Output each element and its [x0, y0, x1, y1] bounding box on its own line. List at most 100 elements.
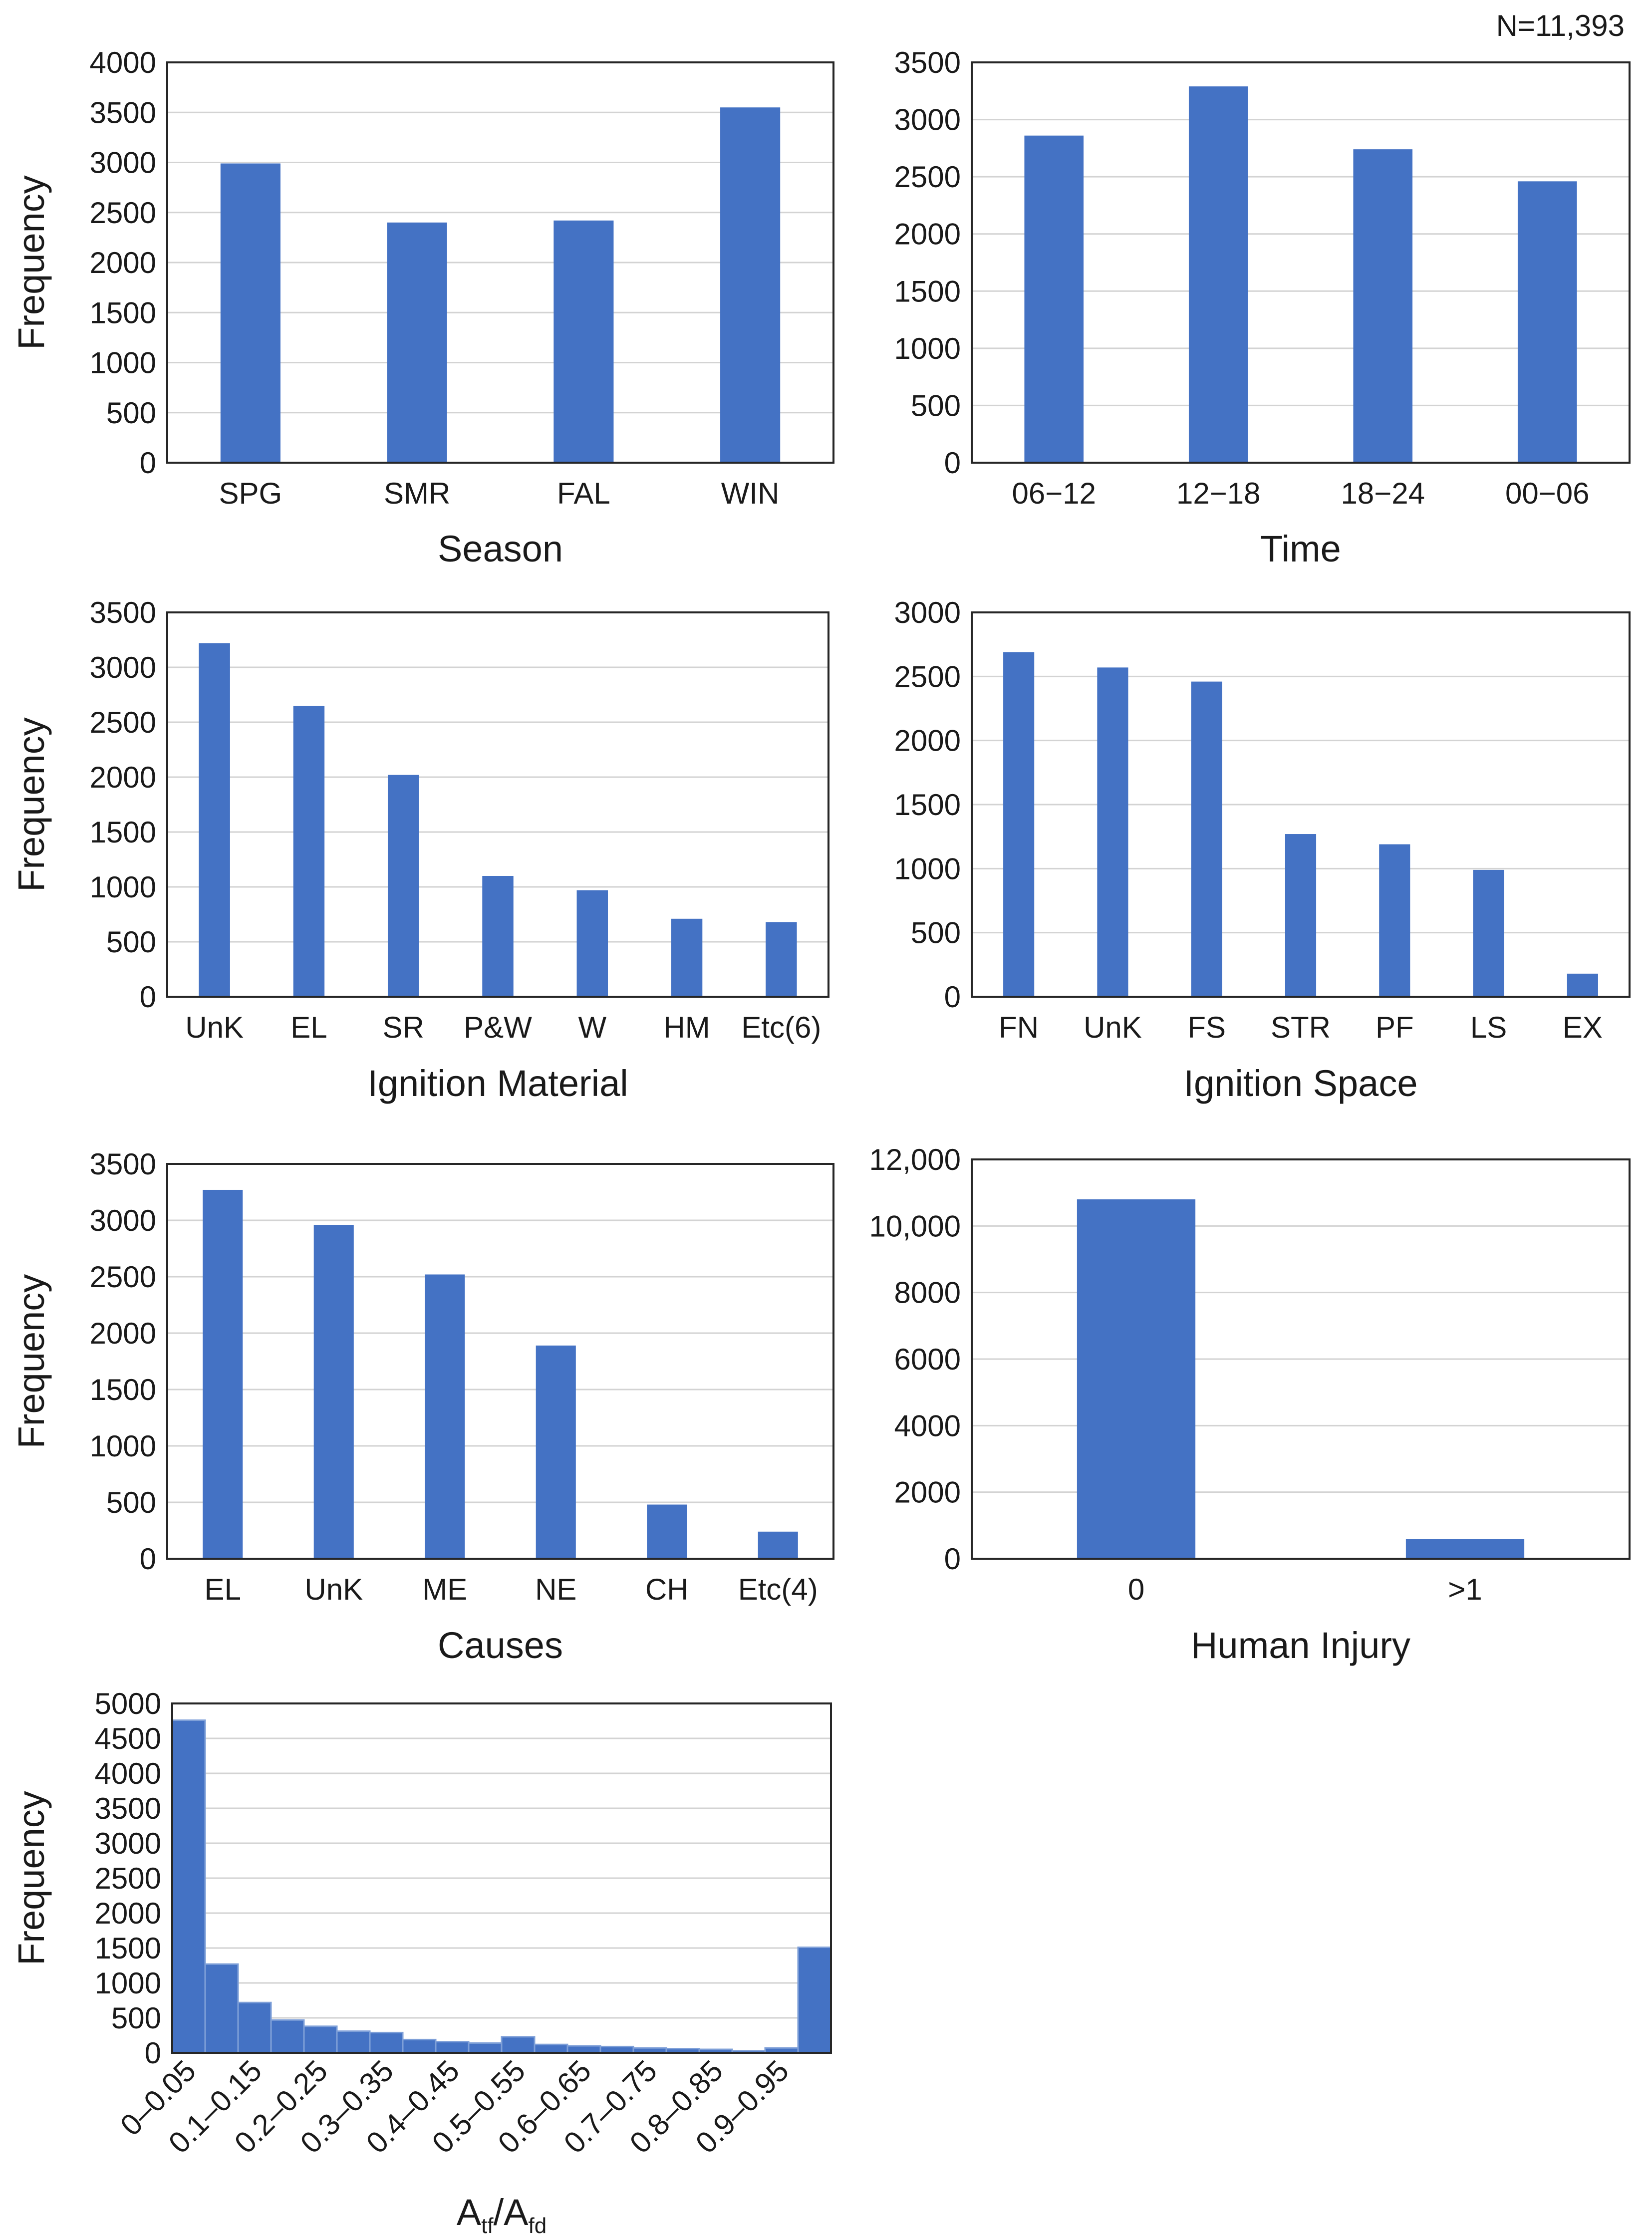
plot-frame	[166, 611, 829, 998]
plot-frame	[971, 1158, 1631, 1560]
y-tick-label: 1500	[90, 296, 156, 329]
y-tick-label: 1000	[95, 1966, 161, 2000]
bar	[171, 1719, 206, 2054]
bar	[1188, 86, 1248, 463]
y-tick-label: 2500	[90, 706, 156, 739]
y-tick-label: 2000	[90, 246, 156, 280]
y-tick-label: 0	[145, 2036, 161, 2070]
y-tick-label: 4000	[90, 46, 156, 79]
bar	[220, 163, 280, 463]
x-tick-label: LS	[1470, 1011, 1507, 1044]
y-tick-label: 0	[140, 1542, 156, 1576]
y-tick-label: 500	[911, 916, 961, 950]
x-axis-title: Ignition Material	[367, 1063, 628, 1104]
y-tick-label: 3500	[90, 596, 156, 629]
y-tick-label: 1500	[95, 1932, 161, 1965]
bar	[553, 220, 614, 463]
y-tick-label: 0	[140, 446, 156, 480]
x-tick-label: 18−24	[1341, 477, 1425, 510]
plot-frame	[971, 611, 1631, 998]
human-injury-chart: 0 2000 4000 6000 8000 10,000 12,000 0 >1 Human In…	[869, 1143, 1631, 1666]
y-tick-label: 1000	[894, 332, 961, 365]
bar	[435, 2041, 470, 2054]
y-tick-label: 500	[111, 2001, 161, 2035]
x-tick-label: ME	[422, 1573, 467, 1606]
bar	[1191, 681, 1222, 997]
y-tick-label: 1000	[894, 852, 961, 885]
bar	[576, 890, 608, 997]
y-tick-label: 6000	[894, 1343, 961, 1376]
x-axis-title: Causes	[438, 1625, 563, 1666]
x-axis-title: Human Injury	[1191, 1625, 1410, 1666]
plot-frame	[166, 1163, 834, 1560]
causes-chart: 0 500 1000 1500 2000 2500 3000 3500 EL UnK ME NE CH E…	[10, 1147, 834, 1666]
x-tick-label: CH	[645, 1573, 689, 1606]
bar	[1077, 1199, 1196, 1559]
y-tick-label: 5000	[95, 1687, 161, 1720]
bar	[1024, 135, 1084, 463]
y-axis-title: Frequency	[10, 1791, 52, 1965]
bar	[425, 1274, 465, 1559]
x-tick-label: NE	[535, 1573, 576, 1606]
bar	[647, 1504, 687, 1559]
bar	[270, 2019, 305, 2054]
bar	[534, 2043, 568, 2054]
x-tick-label: 06−12	[1012, 477, 1096, 510]
y-tick-label: 4500	[95, 1722, 161, 1755]
bar	[671, 918, 703, 997]
x-tick-label: WIN	[721, 477, 780, 510]
y-tick-label: 3000	[90, 651, 156, 684]
bar	[387, 222, 447, 463]
ignition-material-chart: 0 500 1000 1500 2000 2500 3000 3500 UnK EL SR P&W W H…	[10, 596, 829, 1104]
y-tick-label: 1000	[90, 870, 156, 904]
x-tick-label: EX	[1563, 1011, 1603, 1044]
bar	[387, 775, 419, 997]
bar	[1517, 181, 1577, 463]
x-tick-label: P&W	[464, 1011, 532, 1044]
y-tick-label: 2000	[894, 1476, 961, 1509]
x-tick-label: >1	[1448, 1573, 1482, 1606]
y-tick-label: 1000	[90, 346, 156, 380]
bar	[1379, 844, 1410, 997]
bar	[1405, 1539, 1525, 1559]
bar	[766, 922, 797, 997]
plot-frame	[971, 61, 1631, 464]
y-tick-label: 3500	[95, 1792, 161, 1825]
y-tick-label: 3000	[90, 1204, 156, 1237]
x-axis-title: Time	[1260, 528, 1341, 569]
plot-frame	[171, 1702, 832, 2054]
y-axis-title: Frequency	[10, 717, 52, 892]
y-tick-label: 10,000	[869, 1209, 961, 1243]
x-tick-label: UnK	[185, 1011, 244, 1044]
y-tick-label: 3500	[90, 1147, 156, 1181]
x-axis-title: Season	[438, 528, 563, 569]
x-tick-label: EL	[205, 1573, 241, 1606]
x-tick-label: FAL	[557, 477, 610, 510]
y-tick-label: 1500	[90, 1373, 156, 1406]
bar	[1473, 869, 1504, 997]
bar	[1567, 973, 1598, 997]
y-tick-label: 0	[944, 1542, 961, 1576]
bar	[1285, 834, 1317, 997]
y-tick-label: 3000	[894, 103, 961, 137]
x-tick-label: SR	[383, 1011, 424, 1044]
bar	[369, 2031, 404, 2054]
y-tick-label: 2000	[894, 724, 961, 758]
x-tick-label: UnK	[304, 1573, 363, 1606]
bar	[720, 107, 781, 463]
y-tick-label: 2500	[894, 160, 961, 194]
x-tick-label: PF	[1376, 1011, 1414, 1044]
y-tick-label: 3000	[894, 596, 961, 629]
bar	[199, 643, 230, 997]
x-tick-label: HM	[663, 1011, 710, 1044]
y-tick-label: 2000	[90, 1317, 156, 1350]
x-tick-label: FS	[1187, 1011, 1226, 1044]
bar	[402, 2038, 437, 2054]
y-tick-label: 2500	[90, 196, 156, 230]
bar	[203, 1189, 243, 1559]
y-tick-label: 4000	[95, 1757, 161, 1790]
bar	[1353, 149, 1413, 463]
y-axis-title: Frequency	[10, 175, 52, 350]
y-tick-label: 3500	[90, 96, 156, 129]
x-tick-label: 12−18	[1176, 477, 1261, 510]
